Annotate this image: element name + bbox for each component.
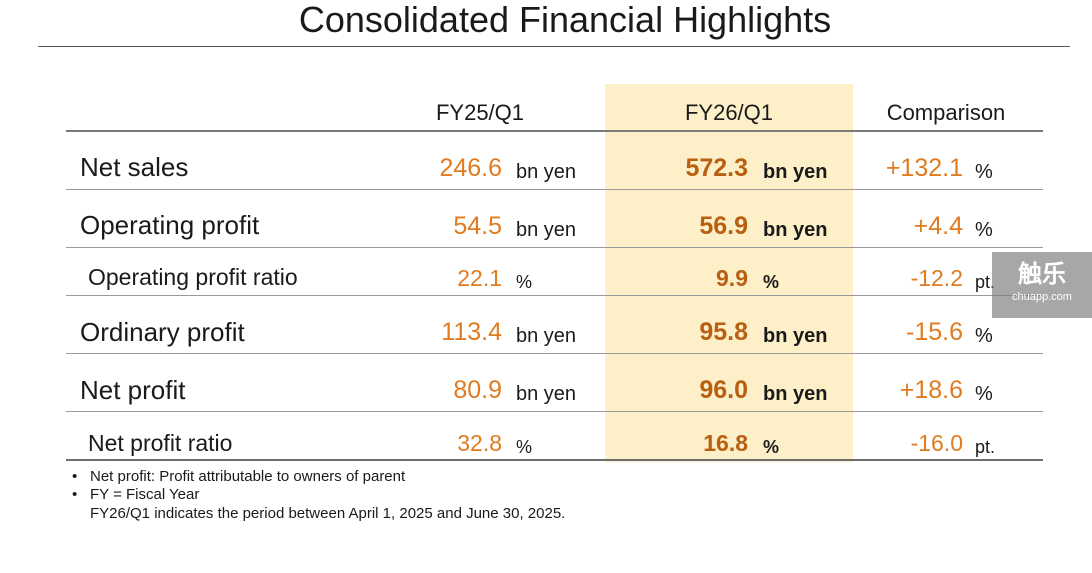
comparison-value: +132.1 — [885, 154, 963, 182]
fy25-value: 113.4 — [441, 318, 502, 346]
watermark-text: 触乐 — [1018, 261, 1066, 288]
fy26-value: 56.9 — [699, 212, 748, 240]
comparison-value: -12.2 — [910, 265, 963, 291]
comparison-unit: % — [975, 219, 993, 241]
comparison-unit: pt. — [975, 437, 996, 457]
fy25-unit: % — [516, 437, 533, 457]
fy25-value: 246.6 — [439, 154, 502, 182]
fy26-unit: bn yen — [763, 161, 828, 183]
row-label: Ordinary profit — [80, 317, 245, 347]
footnote-text: FY26/Q1 indicates the period between Apr… — [90, 505, 566, 522]
comparison-value: -16.0 — [910, 430, 963, 456]
table-row-net-sales: Net sales 246.6 bn yen 572.3 bn yen +132… — [0, 132, 1092, 190]
fy26-value: 572.3 — [685, 154, 748, 182]
header-divider — [66, 130, 1043, 132]
footnote-fiscal-year: • FY = Fiscal Year — [72, 486, 199, 504]
bullet: • — [72, 486, 78, 503]
row-label: Operating profit — [80, 210, 260, 240]
fy26-column-highlight — [605, 84, 853, 462]
fy25-unit: bn yen — [516, 325, 577, 347]
title-divider — [38, 46, 1070, 47]
page-title: Consolidated Financial Highlights — [298, 0, 832, 40]
table-row-net-profit: Net profit 80.9 bn yen 96.0 bn yen +18.6… — [0, 354, 1092, 412]
row-divider — [66, 411, 1043, 412]
table-row-ordinary-profit: Ordinary profit 113.4 bn yen 95.8 bn yen… — [0, 296, 1092, 354]
row-label: Net sales — [80, 152, 189, 182]
fy26-unit: bn yen — [763, 325, 828, 347]
footnote-net-profit: • Net profit: Profit attributable to owne… — [72, 468, 405, 486]
fy26-value: 16.8 — [703, 430, 748, 456]
comparison-unit: % — [975, 325, 993, 347]
row-label: Net profit ratio — [88, 430, 233, 456]
column-header-comparison: Comparison — [886, 100, 1006, 125]
footnote-period: FY26/Q1 indicates the period between Apr… — [90, 505, 565, 523]
comparison-value: +18.6 — [899, 376, 963, 404]
fy25-unit: % — [516, 272, 533, 292]
comparison-unit: % — [975, 161, 993, 183]
fy26-unit: bn yen — [763, 219, 828, 241]
row-divider — [66, 353, 1043, 354]
fy25-unit: bn yen — [516, 219, 577, 241]
footnote-text: FY = Fiscal Year — [90, 486, 200, 503]
table-row-net-profit-ratio: Net profit ratio 32.8 % 16.8 % -16.0 pt. — [0, 412, 1092, 461]
fy25-value: 32.8 — [457, 430, 502, 456]
bullet: • — [72, 468, 78, 485]
footnote-text: Net profit: Profit attributable to owner… — [90, 468, 406, 485]
fy25-unit: bn yen — [516, 161, 577, 183]
watermark-logo: 触乐 chuapp.com — [992, 252, 1092, 318]
comparison-unit: pt. — [975, 272, 996, 292]
row-divider — [66, 189, 1043, 190]
column-header-fy25: FY25/Q1 — [435, 100, 525, 125]
comparison-value: +4.4 — [913, 212, 963, 240]
fy25-value: 80.9 — [453, 376, 502, 404]
fy26-unit: % — [763, 437, 780, 457]
fy25-unit: bn yen — [516, 383, 577, 405]
comparison-value: -15.6 — [906, 318, 963, 346]
comparison-unit: % — [975, 383, 993, 405]
table-row-operating-profit: Operating profit 54.5 bn yen 56.9 bn yen… — [0, 190, 1092, 248]
fy26-unit: % — [763, 272, 780, 292]
fy26-value: 96.0 — [699, 376, 748, 404]
fy26-unit: bn yen — [763, 383, 828, 405]
fy26-value: 9.9 — [716, 265, 748, 291]
fy26-value: 95.8 — [699, 318, 748, 346]
column-header-fy26: FY26/Q1 — [684, 100, 774, 125]
table-row-operating-profit-ratio: Operating profit ratio 22.1 % 9.9 % -12.… — [0, 248, 1092, 296]
row-label: Net profit — [80, 375, 186, 405]
row-divider — [66, 247, 1043, 248]
fy25-value: 54.5 — [453, 212, 502, 240]
watermark-url: chuapp.com — [1012, 291, 1072, 303]
row-label: Operating profit ratio — [88, 264, 298, 290]
fy25-value: 22.1 — [457, 265, 502, 291]
row-divider — [66, 459, 1043, 461]
row-divider — [66, 295, 1043, 296]
